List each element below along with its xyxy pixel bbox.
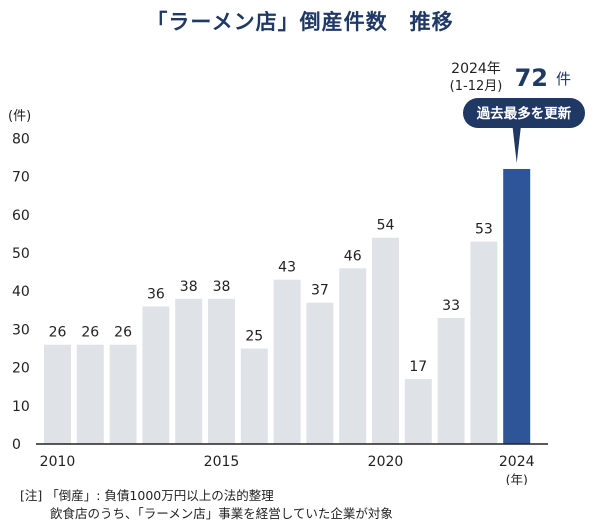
callout-text: 過去最多を更新 (476, 105, 572, 122)
data-label: 17 (409, 359, 427, 375)
bar (142, 306, 170, 444)
y-tick-label: 0 (12, 437, 21, 453)
chart-title: 「ラーメン店」倒産件数 推移 (146, 10, 454, 34)
bar (339, 268, 367, 444)
bar (437, 317, 465, 444)
data-label: 25 (245, 329, 263, 345)
x-tick-label: 2015 (204, 454, 240, 470)
bar (306, 302, 334, 444)
data-label: 37 (311, 283, 329, 299)
x-tick-label: 2024 (499, 454, 535, 470)
x-tick-label: 2010 (40, 454, 76, 470)
x-tick-label: 2020 (368, 454, 404, 470)
y-tick-label: 80 (12, 131, 30, 147)
y-tick-label: 10 (12, 399, 30, 415)
data-label: 26 (114, 325, 132, 341)
bar (372, 237, 399, 444)
highlight-label-year: 2024年 (451, 61, 501, 77)
highlight-value-unit: 件 (556, 70, 571, 88)
highlight-label-period: (1-12月) (450, 79, 503, 94)
bar-chart: (件) 0 10 20 30 40 50 60 70 80 26 26 26 36 38 38 25 43 37 46… (8, 61, 585, 485)
bar (273, 279, 301, 444)
bar (470, 241, 498, 444)
data-label: 38 (213, 279, 231, 295)
data-label: 26 (81, 325, 99, 341)
y-tick-label: 40 (12, 284, 30, 300)
bar (208, 298, 235, 444)
bar (503, 168, 531, 444)
data-label: 38 (180, 279, 198, 295)
bar (76, 344, 104, 444)
data-label: 53 (475, 222, 493, 238)
data-label: 26 (49, 325, 67, 341)
y-tick-label: 20 (12, 361, 30, 377)
y-tick-label: 50 (12, 246, 30, 262)
callout-pointer (512, 128, 521, 163)
y-axis-unit: (件) (8, 109, 31, 124)
y-tick-label: 70 (12, 170, 30, 186)
bar (175, 298, 203, 444)
data-label: 33 (442, 298, 460, 314)
data-label: 36 (147, 286, 165, 302)
data-label: 43 (278, 260, 296, 276)
highlight-value: 72 (515, 64, 548, 92)
callout-bubble (463, 98, 585, 128)
bar (44, 344, 71, 444)
bar (109, 344, 137, 444)
data-label: 46 (344, 248, 362, 264)
data-label: 54 (377, 218, 395, 234)
footnote-line-2: 飲食店のうち、「ラーメン店」事業を経営していた企業が対象 (50, 506, 393, 521)
footnote-line-1: [注] 「倒産」: 負債1000万円以上の法的整理 (20, 488, 274, 503)
y-tick-label: 30 (12, 322, 30, 338)
bar (240, 348, 268, 444)
x-axis-unit: (年) (506, 472, 528, 485)
bar (404, 379, 432, 444)
y-tick-label: 60 (12, 208, 30, 224)
footnote: [注] 「倒産」: 負債1000万円以上の法的整理 飲食店のうち、「ラーメン店」… (20, 487, 393, 523)
